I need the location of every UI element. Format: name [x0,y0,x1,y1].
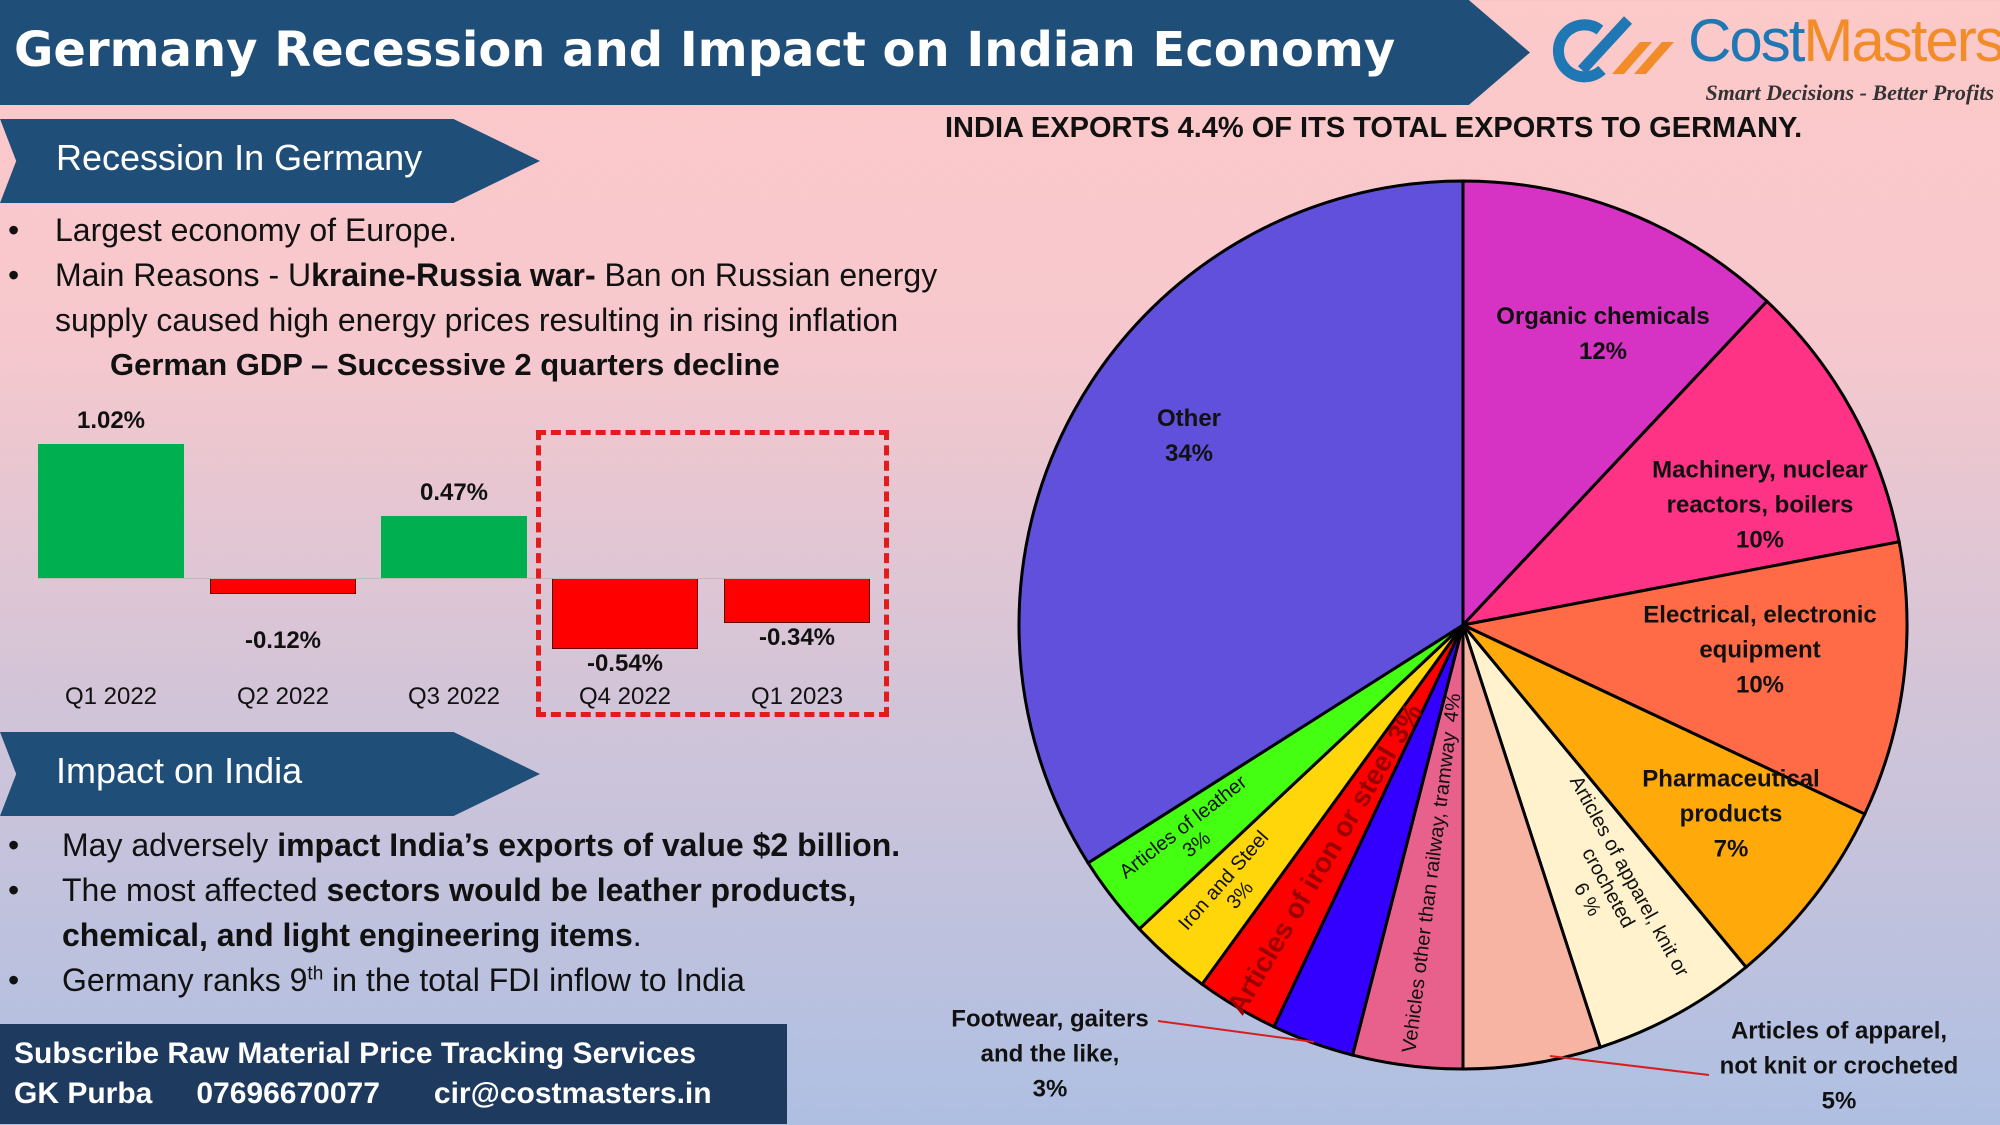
pie-slice [1017,179,1465,865]
pie-label-name: Articles of apparel, not knit or crochet… [1719,1017,1959,1080]
bar-value-label: 0.47% [419,479,489,507]
bullet-bold: impact India’s exports of value $2 billi… [277,827,901,863]
costmasters-logo: CostMasters Smart Decisions - Better Pro… [1540,6,2000,106]
pie-label-value: 4% [1439,692,1466,724]
logo-brand-a: Cost [1688,7,1805,74]
superscript: th [307,963,324,985]
pie-slice [1458,299,1901,628]
category-label: Q3 2022 [407,683,501,710]
pie-label-name: Footwear, gaiters and the like, [951,1005,1149,1068]
pie-label-value: 12% [1578,338,1628,365]
leader-line [1549,1055,1710,1076]
footer-email[interactable]: cir@costmasters.in [433,1077,712,1110]
page-title: Germany Recession and Impact on Indian E… [0,0,1530,105]
gdp-bar [724,578,870,623]
pie-label-name: Electrical, electronic equipment [1643,601,1877,664]
bullet-text: Ban on Russian energy supply caused high… [55,257,938,338]
category-label: Q2 2022 [236,683,330,710]
category-label: Q4 2022 [578,683,672,710]
gdp-bar-chart: 1.02% Q1 2022 -0.12% Q2 2022 0.47% Q3 2022 -0.… [0,0,900,730]
pie-label: Articles of apparel, not knit or crochet… [1709,1014,1969,1119]
footer-phone[interactable]: 07696670077 [196,1077,380,1110]
pie-label-name: Other [1156,405,1222,432]
pie-label-name: Pharmaceutical products [1642,765,1820,828]
baseline-axis [38,578,870,579]
gdp-bar [381,516,527,578]
pie-label-value: 10% [1735,526,1785,554]
bullet-text: in the total FDI inflow to India [323,962,745,998]
bullet-text: Main Reasons - U [55,257,312,293]
pie-label: Footwear, gaiters and the like, 3% [940,1002,1160,1107]
pie-label-value: 10% [1735,671,1785,699]
gdp-chart-title: German GDP – Successive 2 quarters decli… [110,347,780,382]
footer-name: GK Purba [14,1077,153,1110]
bullet-text: The most affected [62,872,327,908]
pie-label-value: 7% [1713,835,1749,863]
pie-label: Organic chemicals 12% [1496,299,1709,369]
bullet-bold: kraine-Russia war- [311,257,596,293]
logo-tagline: Smart Decisions - Better Profits [1705,80,1994,105]
pie-label-name: Organic chemicals [1496,303,1710,330]
logo-mark-icon [1552,16,1674,83]
pie-label: Pharmaceutical products 7% [1631,762,1831,867]
recession-bullets: • Largest economy of Europe. • Main Reason… [8,212,938,338]
gdp-bar [38,444,184,578]
bar-value-label: 1.02% [76,407,146,435]
pie-label: Other 34% [1157,401,1221,471]
bullet-text: May adversely [62,827,278,863]
highlight-box [536,430,889,717]
category-label: Q1 2023 [750,683,844,710]
pie-label-value: 3% [1032,1075,1068,1103]
pie-label: Machinery, nuclear reactors, boilers 10% [1630,453,1890,558]
pie-label-value: 34% [1164,440,1214,467]
category-label: Q1 2022 [64,683,158,710]
pie-slice [1461,623,1867,970]
bar-value-label: -0.54% [586,649,664,677]
bullet-bold: sectors would be leather products, chemi… [62,872,857,953]
bullet-text: Germany ranks 9 [62,962,308,998]
pie-slice [1461,179,1770,629]
pie-label: Electrical, electronic equipment 10% [1630,598,1890,703]
bar-value-label: -0.12% [244,626,322,654]
pie-slice [1458,540,1909,817]
logo-brand-b: Masters [1803,7,2000,74]
section-header-recession: Recession In Germany [0,119,540,203]
impact-bullets: • May adversely impact India’s exports of… [8,827,901,998]
pie-slice [1461,624,1749,1050]
headline: INDIA EXPORTS 4.4% OF ITS TOTAL EXPORTS … [945,112,1803,144]
pie-label-name: Machinery, nuclear reactors, boilers [1652,456,1868,519]
leader-line [1157,1020,1315,1043]
footer-subscribe[interactable]: Subscribe Raw Material Price Tracking Se… [14,1037,697,1070]
footer-contact: Subscribe Raw Material Price Tracking Se… [0,1024,787,1124]
section-header-impact: Impact on India [0,732,540,816]
pie-label-value: 5% [1821,1087,1857,1115]
bar-value-label: -0.34% [758,623,836,651]
bullet-text: Largest economy of Europe. [55,212,458,248]
bullet-text: . [632,917,642,953]
